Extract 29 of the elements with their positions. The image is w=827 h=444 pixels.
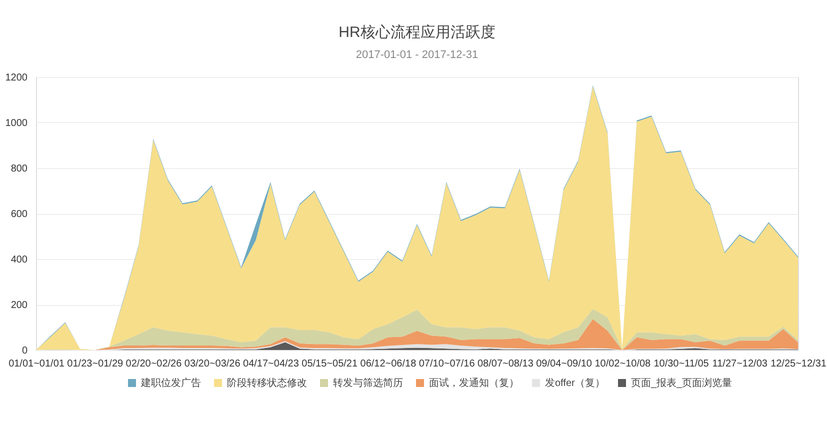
x-tick-label: 04/17~04/23 xyxy=(243,358,300,370)
x-tick-label: 12/25~12/31 xyxy=(770,358,827,370)
x-tick-label: 01/23~01/29 xyxy=(67,358,124,370)
y-tick-label: 200 xyxy=(10,300,28,311)
legend-label: 页面_报表_页面浏览量 xyxy=(631,377,732,389)
x-tick-label: 10/02~10/08 xyxy=(594,358,652,370)
y-tick-label: 1000 xyxy=(5,118,28,129)
x-tick-label: 07/10~07/16 xyxy=(418,358,476,370)
legend-label: 转发与筛选简历 xyxy=(333,377,403,389)
x-tick-label: 05/15~05/21 xyxy=(302,358,358,370)
x-tick-label: 02/20~02/26 xyxy=(126,358,182,370)
legend-label: 阶段转移状态修改 xyxy=(227,377,307,389)
legend-label: 面试，发通知（复） xyxy=(429,377,519,389)
y-tick-label: 1200 xyxy=(5,72,28,84)
x-tick-label: 03/20~03/26 xyxy=(184,358,241,370)
legend-label: 发offer（复） xyxy=(545,377,605,389)
y-tick-label: 400 xyxy=(10,254,28,266)
x-tick-label: 01/01~01/01 xyxy=(8,358,65,370)
y-tick-label: 600 xyxy=(10,209,28,220)
legend-label: 建职位发广告 xyxy=(140,377,201,389)
x-tick-label: 08/07~08/13 xyxy=(477,358,534,370)
x-tick-label: 06/12~06/18 xyxy=(360,358,417,370)
y-tick-label: 800 xyxy=(10,164,28,174)
x-tick-label: 11/27~12/03 xyxy=(712,358,768,370)
x-tick-label: 10/30~11/05 xyxy=(654,358,710,370)
chart-subtitle: 2017-01-01 - 2017-12-31 xyxy=(356,49,478,61)
chart-title: HR核心流程应用活跃度 xyxy=(338,24,496,41)
x-tick-label: 09/04~09/10 xyxy=(536,358,592,370)
y-tick-label: 0 xyxy=(22,346,28,356)
